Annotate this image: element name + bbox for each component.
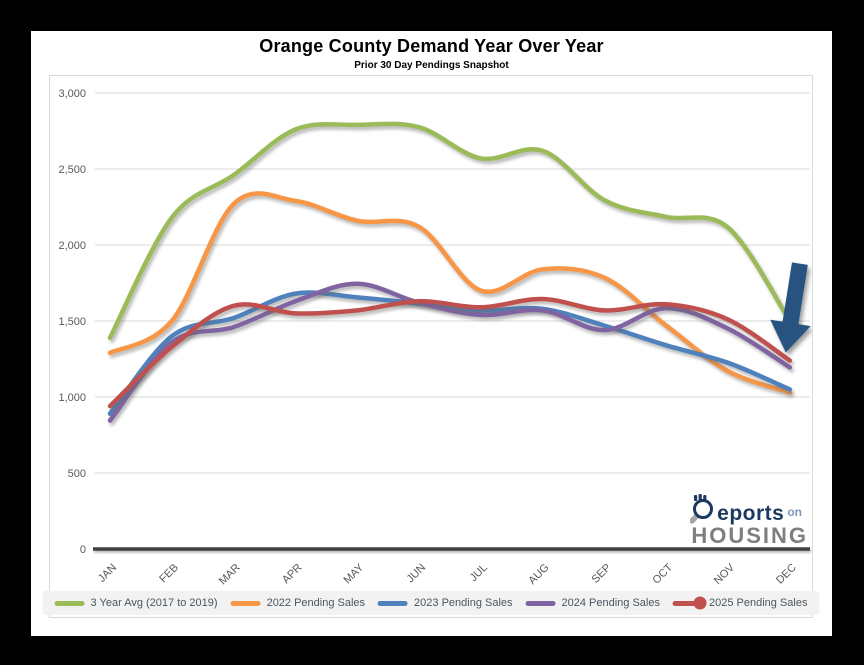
series-line-3-year-avg-2017-to-2019: [107, 121, 793, 340]
legend-swatch: [54, 600, 85, 606]
chart-subtitle: Prior 30 Day Pendings Snapshot: [354, 60, 509, 71]
x-axis-tick-label: MAY: [342, 561, 367, 586]
logo-top-row: eports on: [690, 494, 802, 524]
legend: 3 Year Avg (2017 to 2019) 2022 Pending Sa…: [42, 591, 820, 615]
y-axis-tick-label: 500: [68, 468, 86, 480]
x-axis-tick-label: OCT: [650, 561, 675, 586]
magnifier-r-icon: [690, 494, 714, 524]
legend-item-2: 2022 Pending Sales: [230, 597, 366, 609]
logo-text-reports: eports: [717, 502, 785, 525]
legend-swatch: [525, 600, 556, 606]
y-axis-tick-label: 2,000: [58, 240, 86, 252]
legend-item-3: 2023 Pending Sales: [378, 597, 513, 609]
y-axis-tick-label: 3,000: [58, 88, 86, 100]
legend-swatch: [230, 600, 261, 606]
x-axis-tick-label: FEB: [157, 562, 181, 586]
legend-label: 3 Year Avg (2017 to 2019): [90, 597, 218, 609]
x-axis-tick-label: APR: [280, 562, 305, 587]
x-axis-tick-label: JAN: [96, 562, 119, 585]
x-axis-tick-label: MAR: [217, 562, 243, 588]
series-line-2024-pending-sales: [107, 281, 793, 423]
logo-text-on: on: [787, 505, 802, 519]
legend-label: 2023 Pending Sales: [414, 597, 513, 609]
legend-swatch: [672, 596, 707, 610]
legend-item-5: 2025 Pending Sales: [672, 596, 808, 610]
reports-on-housing-logo: eports on HOUSING: [690, 494, 808, 547]
series-line-2025-pending-sales: [107, 296, 793, 409]
series-line-2022-pending-sales: [107, 191, 793, 395]
chart-page: Orange County Demand Year Over Year Prio…: [31, 31, 832, 636]
x-axis-tick-label: NOV: [712, 561, 738, 587]
annotation-arrow: [770, 262, 811, 353]
legend-item-4: 2024 Pending Sales: [525, 597, 660, 609]
y-axis-tick-label: 1,000: [58, 392, 86, 404]
chart-area: 3,000 2,500 2,000 1,500 1,000 500 0 JAN FEB MAR AP…: [42, 75, 820, 618]
series-line-2023-pending-sales: [107, 290, 793, 416]
y-axis-tick-label: 1,500: [58, 316, 86, 328]
y-axis-tick-label: 2,500: [58, 164, 86, 176]
logo-text-housing: HOUSING: [691, 523, 808, 548]
legend-label: 2024 Pending Sales: [561, 597, 660, 609]
y-axis-tick-label: 0: [80, 544, 86, 556]
legend-swatch: [378, 600, 409, 606]
legend-item-1: 3 Year Avg (2017 to 2019): [54, 597, 218, 609]
x-axis-tick-label: SEP: [589, 562, 613, 586]
x-axis-tick-label: DEC: [774, 562, 799, 587]
x-axis-tick-label: JUL: [468, 562, 490, 584]
legend-dot-marker: [693, 596, 707, 610]
x-axis-tick-label: AUG: [526, 562, 551, 587]
plot-svg: 3,000 2,500 2,000 1,500 1,000 500 0 JAN FEB MAR AP…: [58, 88, 811, 588]
x-axis-tick-label: JUN: [405, 562, 429, 586]
legend-label: 2022 Pending Sales: [266, 597, 366, 609]
legend-label: 2025 Pending Sales: [708, 597, 808, 609]
chart-title: Orange County Demand Year Over Year: [259, 36, 604, 56]
